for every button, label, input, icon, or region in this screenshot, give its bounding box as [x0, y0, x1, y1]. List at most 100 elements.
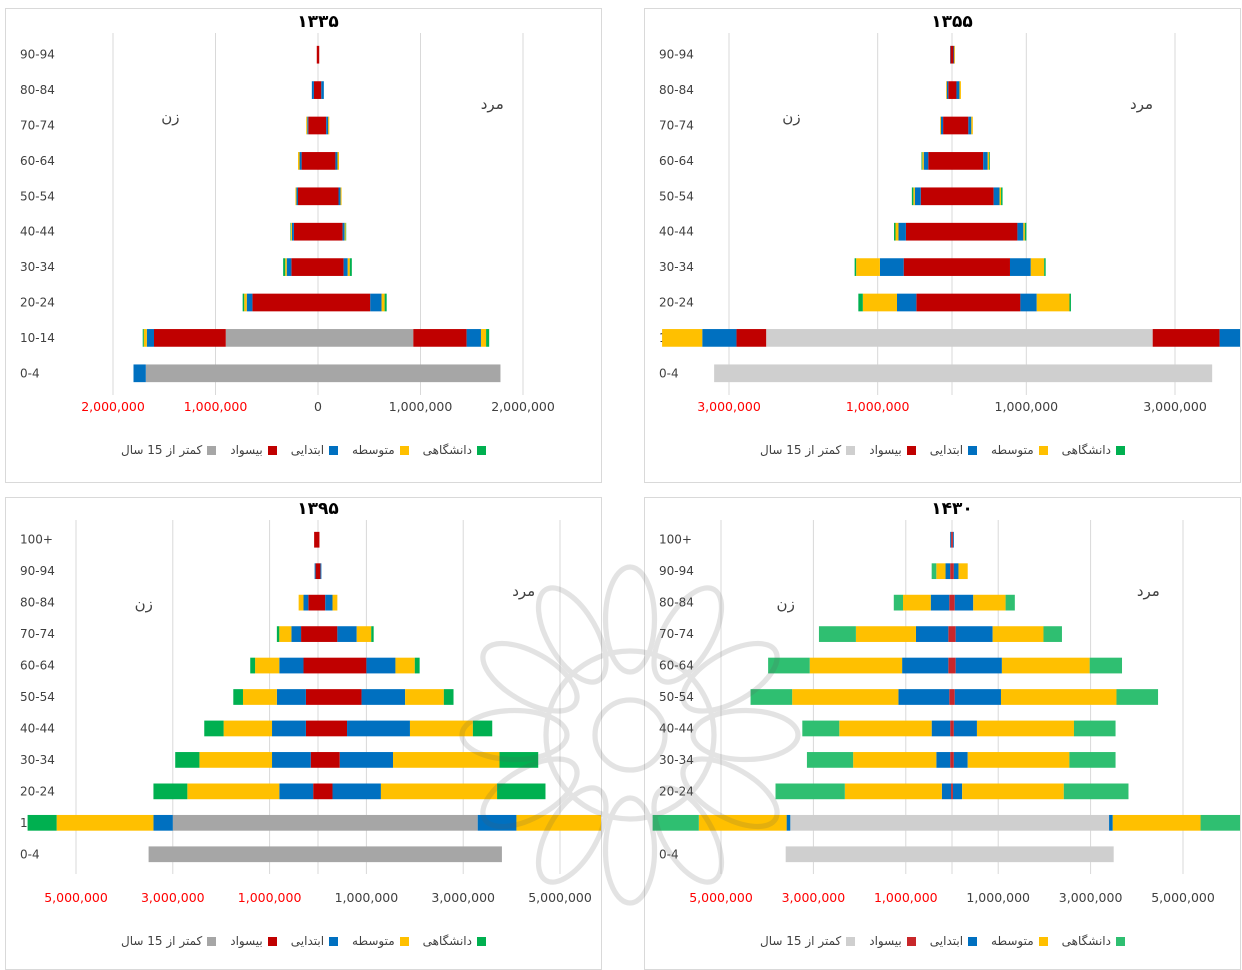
bar-female	[775, 783, 845, 800]
bar-female	[314, 563, 316, 580]
bar-male	[952, 187, 994, 206]
bar-male	[952, 752, 954, 768]
category-label: 50-54	[659, 189, 694, 203]
legend-label: دانشگاهی	[422, 443, 472, 457]
bar-male	[1200, 814, 1240, 831]
bar-female	[286, 258, 292, 276]
bar-male	[342, 222, 345, 241]
bar-female	[295, 187, 297, 206]
chart-legend: دانشگاهی متوسطه ابتدایی بیسواد کمتر از 15 سا…	[6, 930, 601, 952]
bar-male	[958, 563, 968, 580]
category-label: 60-64	[659, 154, 694, 168]
category-label: 40-44	[659, 721, 694, 735]
category-label: 30-34	[659, 260, 694, 274]
bar-male	[318, 563, 321, 580]
bar-female	[951, 783, 952, 800]
bar-female	[187, 783, 280, 800]
bar-female	[154, 329, 226, 347]
bar-male	[381, 293, 385, 312]
bar-male	[955, 657, 1002, 674]
category-label: 80-84	[659, 83, 694, 97]
bar-female	[305, 720, 318, 737]
bar-female	[652, 814, 699, 831]
tick-label: 5,000,000	[44, 890, 108, 905]
bar-female	[806, 752, 854, 768]
bar-male	[983, 152, 988, 170]
legend-swatch	[846, 445, 856, 455]
bar-female	[844, 783, 942, 800]
pyramid-chart-1355: ۱۳۵۵ زن مرد 90-94 80-84 70-74 60-64 50-54 40-44 3…	[659, 12, 1240, 414]
bar-male	[318, 783, 333, 800]
bar-female	[949, 594, 952, 611]
legend-label: بیسواد	[230, 934, 263, 948]
bar-female	[948, 626, 952, 642]
bar-male	[952, 329, 1153, 347]
category-label: 100+	[20, 533, 53, 547]
bar-female	[223, 720, 273, 737]
bar-female	[818, 626, 856, 642]
bar-female	[941, 783, 952, 800]
bar-female	[276, 689, 306, 705]
bar-female	[303, 657, 318, 674]
tick-label: 1,000,000	[335, 890, 399, 905]
category-label: 10-14	[20, 331, 55, 345]
bar-male	[973, 594, 1006, 611]
bar-female	[242, 293, 245, 312]
bar-female	[862, 293, 897, 312]
bar-male	[339, 752, 394, 768]
bar-male	[954, 45, 955, 64]
bar-male	[356, 626, 372, 642]
category-label: 90-94	[20, 48, 55, 62]
bar-female	[308, 116, 318, 135]
legend-item: بیسواد	[869, 934, 916, 948]
bar-female	[792, 689, 899, 705]
bar-female	[879, 258, 904, 276]
bar-female	[133, 364, 146, 383]
legend-item: دانشگاهی	[1062, 934, 1125, 948]
bar-male	[326, 116, 329, 135]
bar-female	[27, 814, 57, 831]
bar-female	[307, 116, 309, 135]
bar-female	[913, 187, 915, 206]
bar-male	[999, 187, 1002, 206]
category-label: 60-64	[20, 154, 55, 168]
category-label: 20-24	[659, 784, 694, 798]
legend-swatch	[906, 936, 916, 946]
bar-female	[930, 594, 950, 611]
bar-female	[943, 116, 952, 135]
legend-label: دانشگاهی	[422, 934, 472, 948]
category-label: 20-24	[659, 296, 694, 310]
bar-male	[318, 187, 339, 206]
bar-male	[318, 689, 362, 705]
bar-male	[318, 45, 320, 64]
bar-male	[332, 594, 338, 611]
category-label: 70-74	[659, 119, 694, 133]
bar-male	[318, 329, 414, 347]
legend-label: کمتر از 15 سال	[121, 934, 203, 948]
bar-male	[414, 657, 420, 674]
bar-female	[306, 116, 308, 135]
bar-male	[345, 222, 347, 241]
bar-female	[893, 594, 904, 611]
bar-male	[954, 594, 974, 611]
tick-label: 1,000,000	[966, 890, 1030, 905]
bar-female	[316, 45, 318, 64]
legend-label: کمتر از 15 سال	[121, 443, 203, 457]
bar-male	[366, 657, 396, 674]
category-label: 0-4	[659, 366, 679, 380]
bar-male	[967, 752, 1070, 768]
bar-male	[340, 187, 342, 206]
legend-swatch	[968, 445, 978, 455]
bar-female	[279, 783, 314, 800]
tick-label: 3,000,000	[1143, 399, 1207, 414]
legend-item: متوسطه	[352, 934, 409, 948]
bar-male	[987, 152, 990, 170]
category-label: 0-4	[20, 366, 40, 380]
bar-female	[290, 222, 291, 241]
bar-female	[233, 689, 243, 705]
tick-label: 3,000,000	[697, 399, 761, 414]
legend-label: ابتدایی	[290, 443, 325, 457]
bar-female	[299, 152, 302, 170]
legend-swatch	[1115, 936, 1125, 946]
legend-swatch	[1038, 936, 1048, 946]
